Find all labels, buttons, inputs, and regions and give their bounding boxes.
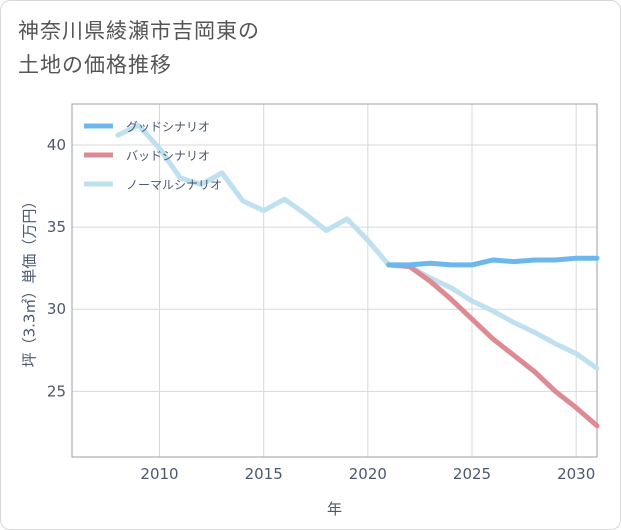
y-axis-title: 坪（3.3㎡）単価（万円） <box>21 194 39 368</box>
series-good-line <box>386 255 600 268</box>
y-tick-label: 35 <box>47 218 66 236</box>
series-lines <box>115 122 600 429</box>
chart-title: 神奈川県綾瀬市吉岡東の 土地の価格推移 <box>18 14 418 82</box>
x-axis-title: 年 <box>327 500 342 518</box>
x-tick-label: 2015 <box>245 465 283 483</box>
series-normal-line <box>115 122 600 371</box>
plot-border <box>71 103 598 458</box>
legend-label: グッドシナリオ <box>126 120 210 134</box>
y-tick-label: 40 <box>47 136 66 154</box>
x-tick-label: 2025 <box>453 465 491 483</box>
legend-item-bad[interactable]: バッドシナリオ <box>84 149 210 163</box>
legend-label: ノーマルシナリオ <box>126 178 222 192</box>
chart-title-line-1: 神奈川県綾瀬市吉岡東の <box>18 19 260 43</box>
legend-item-good[interactable]: グッドシナリオ <box>84 120 210 134</box>
grid-lines <box>72 104 597 457</box>
chart-title-line-2: 土地の価格推移 <box>18 53 172 77</box>
y-tick-label: 30 <box>47 300 66 318</box>
tick-labels: 2010 2015 2020 2025 2030 25 30 35 40 <box>47 136 595 483</box>
x-tick-label: 2010 <box>140 465 178 483</box>
series-bad-line <box>386 262 600 429</box>
x-tick-label: 2020 <box>349 465 387 483</box>
x-tick-label: 2030 <box>557 465 595 483</box>
legend-item-normal[interactable]: ノーマルシナリオ <box>84 178 222 192</box>
legend-label: バッドシナリオ <box>126 149 210 163</box>
y-tick-label: 25 <box>47 382 66 400</box>
